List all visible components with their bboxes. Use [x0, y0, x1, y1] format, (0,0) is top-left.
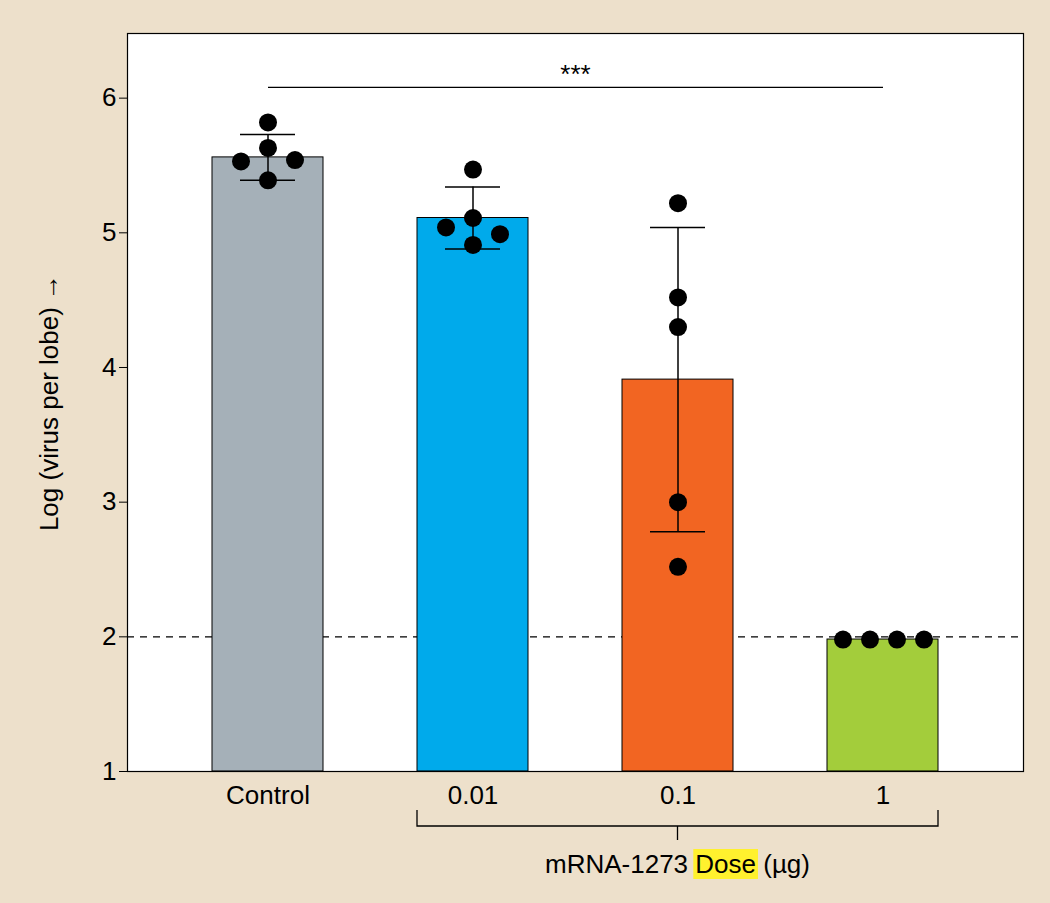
- svg-text:0.1: 0.1: [660, 780, 696, 810]
- svg-text:1: 1: [102, 756, 116, 786]
- svg-text:Control: Control: [226, 780, 310, 810]
- svg-text:0.01: 0.01: [448, 780, 499, 810]
- svg-text:6: 6: [102, 82, 116, 112]
- svg-text:Log (virus per lobe) →: Log (virus per lobe) →: [34, 274, 64, 531]
- svg-text:mRNA-1273 Dose (µg): mRNA-1273 Dose (µg): [545, 849, 810, 879]
- svg-text:1: 1: [876, 780, 890, 810]
- svg-text:4: 4: [102, 352, 116, 382]
- svg-text:2: 2: [102, 621, 116, 651]
- svg-text:5: 5: [102, 217, 116, 247]
- svg-text:***: ***: [560, 59, 590, 89]
- svg-text:3: 3: [102, 486, 116, 516]
